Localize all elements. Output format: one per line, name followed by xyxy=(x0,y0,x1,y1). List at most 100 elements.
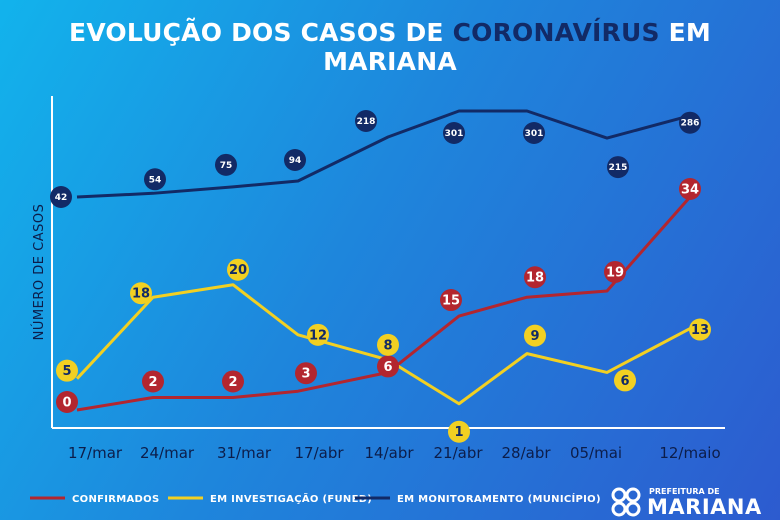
data-point-marker xyxy=(130,282,152,305)
data-point-label: 19 xyxy=(604,260,626,283)
data-label: 13 xyxy=(691,323,709,338)
data-point-marker xyxy=(355,110,377,132)
data-label: 2 xyxy=(228,375,237,390)
data-label: 218 xyxy=(357,117,376,127)
data-label: 75 xyxy=(220,161,233,171)
legend-item: EM INVESTIGAÇÃO (FUNED) xyxy=(168,492,372,505)
data-label: 19 xyxy=(606,265,624,280)
data-point-label: 2 xyxy=(142,370,164,393)
data-label: 3 xyxy=(301,367,310,382)
data-point-label: 54 xyxy=(144,168,166,191)
data-point-label: 5 xyxy=(56,359,78,382)
data-label: 1 xyxy=(454,425,463,440)
data-point-label: 15 xyxy=(440,289,462,312)
logo-top-text: PREFEITURA DE xyxy=(649,487,720,496)
data-point-marker xyxy=(307,323,329,346)
data-point-marker xyxy=(142,370,164,393)
data-point-marker xyxy=(377,355,399,378)
logo-main-text: MARIANA xyxy=(647,495,762,519)
data-point-marker xyxy=(524,324,546,347)
data-label: 34 xyxy=(681,183,699,198)
legend: CONFIRMADOS EM INVESTIGAÇÃO (FUNED) EM MON… xyxy=(30,492,601,505)
axes xyxy=(51,96,725,429)
x-tick-label: 17/abr xyxy=(294,444,344,462)
data-point-label: 42 xyxy=(50,186,72,208)
data-label: 301 xyxy=(445,129,464,139)
x-tick-label: 24/mar xyxy=(140,444,195,462)
title-part1: EVOLUÇÃO DOS CASOS DE xyxy=(69,18,453,47)
data-point-marker xyxy=(443,122,465,144)
data-label: 42 xyxy=(55,193,68,203)
data-label: 54 xyxy=(149,175,162,185)
y-axis-title: NÚMERO DE CASOS xyxy=(31,204,47,341)
x-tick-label: 14/abr xyxy=(364,444,414,462)
data-point-label: 13 xyxy=(689,318,711,341)
x-tick-label: 28/abr xyxy=(501,444,551,462)
data-point-marker xyxy=(56,359,78,382)
data-point-marker xyxy=(144,168,166,191)
data-point-label: 8 xyxy=(377,333,399,356)
legend-item: EM MONITORAMENTO (MUNICÍPIO) xyxy=(355,492,601,505)
data-point-label: 12 xyxy=(307,323,329,346)
x-tick-label: 12/maio xyxy=(659,444,720,462)
data-label: 0 xyxy=(62,396,71,411)
data-point-marker xyxy=(679,178,701,200)
data-label: 12 xyxy=(309,328,327,343)
data-point-label: 9 xyxy=(524,324,546,347)
data-point-marker xyxy=(377,333,399,356)
data-point-label: 20 xyxy=(227,258,249,281)
data-point-marker xyxy=(607,156,629,179)
data-point-label: 1 xyxy=(448,420,470,443)
data-point-label: 6 xyxy=(377,355,399,378)
data-point-marker xyxy=(295,362,317,385)
data-label: 301 xyxy=(525,129,544,139)
data-point-marker xyxy=(679,111,701,134)
data-label: 8 xyxy=(383,338,392,353)
data-point-label: 18 xyxy=(524,266,546,289)
data-label: 9 xyxy=(530,329,539,344)
title-part2: EM MARIANA xyxy=(323,18,711,76)
x-tick-label: 05/mai xyxy=(570,444,622,462)
data-point-marker xyxy=(284,149,306,171)
data-point-label: 301 xyxy=(523,122,545,144)
data-label: 215 xyxy=(609,163,628,173)
legend-label: EM INVESTIGAÇÃO (FUNED) xyxy=(210,492,372,505)
data-point-marker xyxy=(215,153,237,176)
data-point-label: 215 xyxy=(607,156,629,179)
data-label: 5 xyxy=(62,364,71,379)
data-point-marker xyxy=(50,186,72,208)
data-point-label: 34 xyxy=(679,178,701,200)
data-label: 6 xyxy=(620,374,629,389)
data-label: 6 xyxy=(383,360,392,375)
data-point-label: 75 xyxy=(215,153,237,176)
x-tick-label: 21/abr xyxy=(433,444,483,462)
data-point-marker xyxy=(56,391,78,413)
data-point-marker xyxy=(440,289,462,312)
x-tick-label: 17/mar xyxy=(68,444,123,462)
logo-mark-icon xyxy=(611,487,641,517)
data-point-marker xyxy=(523,122,545,144)
series-line xyxy=(76,196,692,412)
x-ticks: 17/mar 24/mar 31/mar 17/abr 14/abr 21/abr 28/a… xyxy=(68,444,721,462)
legend-item: CONFIRMADOS xyxy=(30,494,159,505)
data-point-marker xyxy=(227,258,249,281)
chart-title: EVOLUÇÃO DOS CASOS DE CORONAVÍRUS EM MAR… xyxy=(0,18,780,76)
data-point-marker xyxy=(689,318,711,341)
data-point-label: 6 xyxy=(614,369,636,392)
data-point-label: 286 xyxy=(679,111,701,134)
data-label: 2 xyxy=(148,375,157,390)
data-point-label: 94 xyxy=(284,149,306,171)
data-label: 18 xyxy=(526,271,544,286)
legend-label: CONFIRMADOS xyxy=(72,494,159,505)
title-highlight: CORONAVÍRUS xyxy=(452,18,660,47)
data-point-marker xyxy=(604,260,626,283)
x-tick-label: 31/mar xyxy=(217,444,272,462)
data-point-marker xyxy=(222,370,244,393)
data-point-marker xyxy=(614,369,636,392)
legend-label: EM MONITORAMENTO (MUNICÍPIO) xyxy=(397,492,601,505)
data-point-label: 0 xyxy=(56,391,78,413)
data-label: 286 xyxy=(681,119,700,129)
data-point-label: 218 xyxy=(355,110,377,132)
